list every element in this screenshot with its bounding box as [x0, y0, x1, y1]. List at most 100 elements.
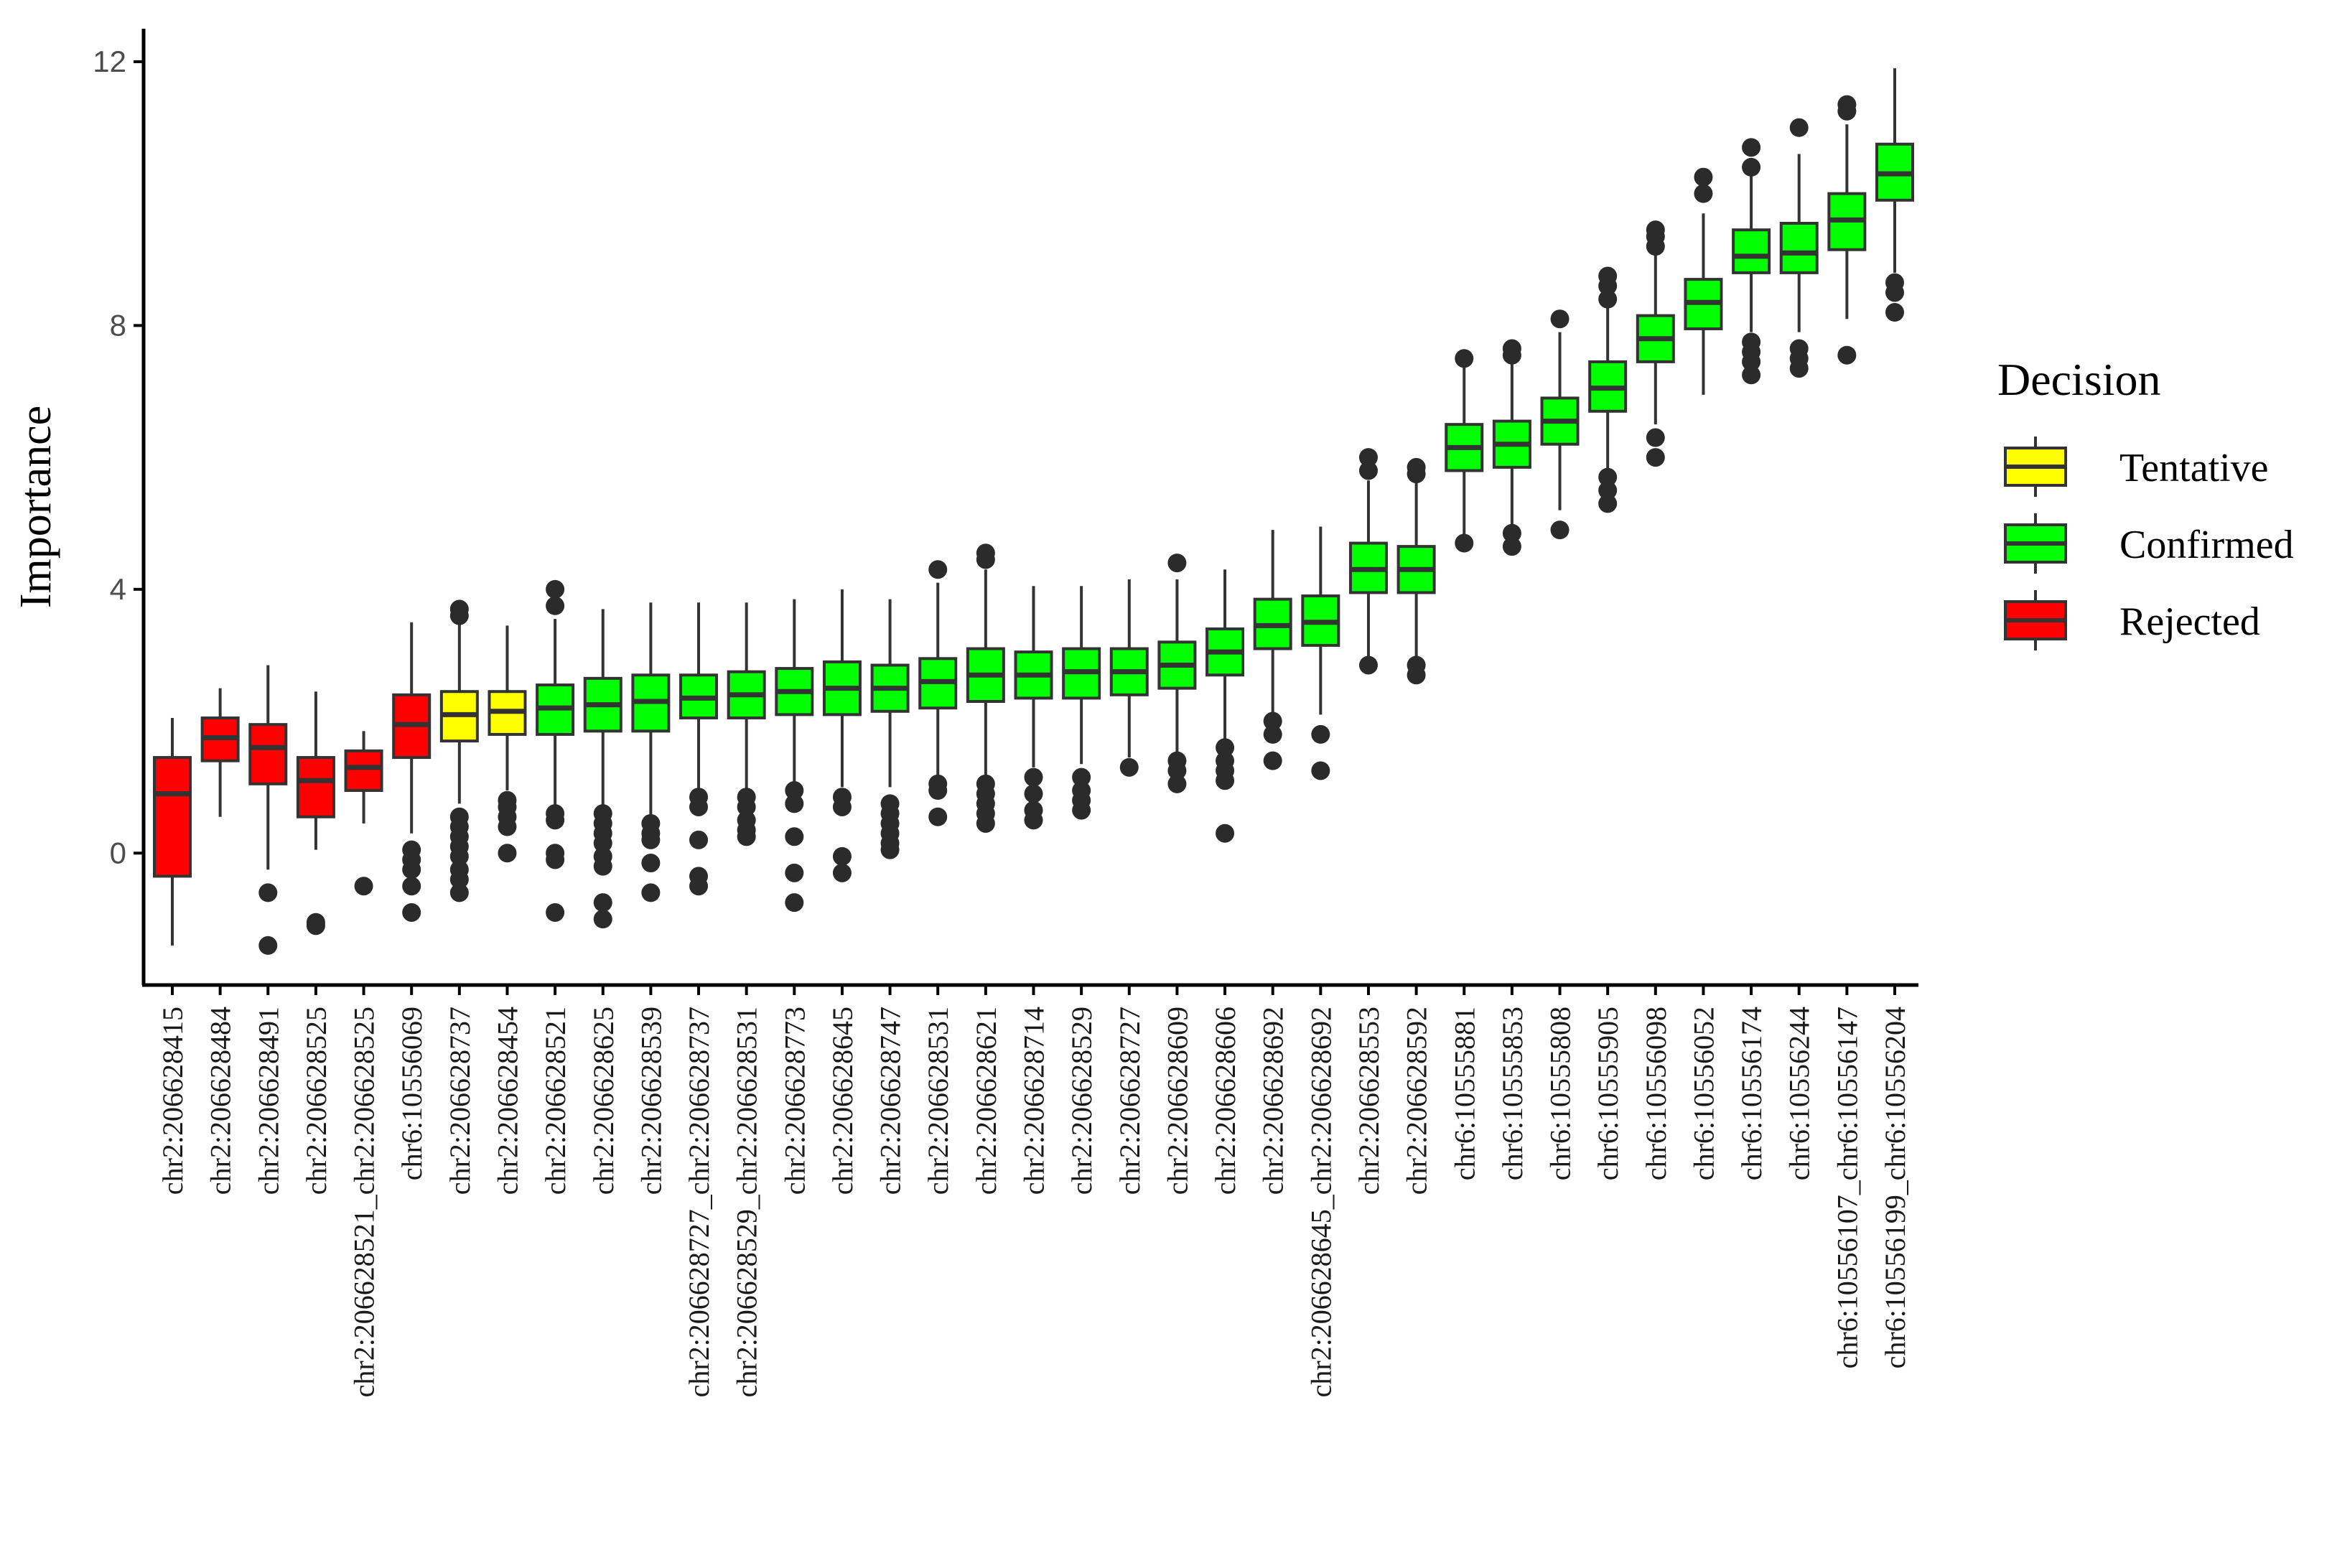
x-tick-label: chr2:206628714 — [1018, 1007, 1050, 1195]
outlier-point — [1263, 724, 1282, 744]
outlier-point — [1311, 724, 1330, 744]
outlier-point — [785, 893, 804, 913]
outlier-point — [1885, 303, 1904, 322]
legend: Decision Tentative Confirmed Rejected — [1997, 354, 2294, 650]
outlier-point — [306, 916, 325, 935]
outlier-point — [832, 863, 852, 882]
outlier-point — [1837, 101, 1857, 121]
outlier-point — [258, 883, 278, 902]
outlier-point — [402, 877, 421, 896]
outlier-point — [1263, 711, 1282, 731]
legend-item-tentative: Tentative — [2004, 437, 2269, 497]
outlier-point — [785, 794, 804, 813]
outlier-point — [449, 883, 469, 902]
box-group — [1109, 579, 1149, 777]
x-tick-label: chr6:10556052 — [1687, 1007, 1720, 1180]
x-tick-label: chr2:206628625 — [587, 1007, 620, 1195]
outlier-point — [1311, 761, 1330, 780]
outlier-point — [546, 596, 565, 615]
x-tick-label: chr2:206628539 — [635, 1007, 667, 1195]
box-group — [822, 589, 862, 882]
box-group — [1445, 349, 1484, 553]
y-tick-label: 8 — [110, 308, 126, 342]
outlier-point — [546, 850, 565, 869]
box-group — [1492, 339, 1531, 556]
box-group — [1253, 530, 1292, 770]
outlier-point — [832, 797, 852, 816]
outlier-point — [880, 840, 900, 859]
box-group — [1396, 457, 1436, 685]
outlier-point — [737, 797, 756, 816]
x-tick-label: chr6:10555808 — [1544, 1007, 1577, 1180]
box-group — [296, 691, 335, 935]
outlier-point — [449, 606, 469, 625]
outlier-point — [1550, 521, 1570, 540]
box-group — [775, 599, 814, 913]
x-tick-label: chr6:10556069 — [396, 1007, 428, 1180]
outlier-point — [1455, 349, 1474, 368]
outlier-point — [1216, 738, 1235, 757]
outlier-point — [689, 797, 709, 816]
outlier-point — [1742, 365, 1761, 385]
outlier-point — [402, 902, 421, 922]
outlier-point — [785, 781, 804, 801]
outlier-point — [1216, 823, 1235, 843]
axes-layer — [141, 29, 1918, 987]
outlier-point — [1694, 167, 1713, 187]
outlier-point — [1263, 751, 1282, 770]
box-group — [727, 602, 766, 846]
outlier-point — [928, 807, 948, 826]
outlier-point — [1502, 537, 1521, 556]
legend-label: Tentative — [2119, 446, 2269, 490]
outlier-point — [1407, 465, 1426, 484]
box-group — [679, 602, 719, 896]
outlier-point — [593, 910, 612, 929]
box-group — [918, 560, 958, 826]
outlier-point — [1167, 554, 1187, 573]
x-tick-label: chr6:10556199_chr6:10556204 — [1879, 1007, 1911, 1368]
box-group — [200, 688, 240, 817]
outlier-point — [1837, 345, 1857, 365]
box-group — [966, 543, 1005, 833]
outlier-point — [1694, 184, 1713, 203]
x-tick-label: chr6:10556244 — [1783, 1007, 1816, 1180]
box-group — [1732, 138, 1771, 385]
x-tick-label: chr6:10556098 — [1640, 1007, 1672, 1180]
x-tick-label: chr2:206628521 — [539, 1007, 572, 1195]
outlier-point — [1598, 289, 1618, 309]
box-group — [344, 731, 383, 896]
x-tick-label: chr2:206628484 — [205, 1007, 237, 1195]
outlier-point — [1167, 774, 1187, 793]
outlier-point — [976, 550, 995, 569]
box-group — [1779, 118, 1819, 378]
x-tick-label: chr2:206628531 — [922, 1007, 954, 1195]
outlier-point — [1216, 771, 1235, 790]
outlier-point — [1646, 448, 1665, 467]
outlier-point — [1358, 448, 1378, 467]
x-tick-label: chr6:10555881 — [1448, 1007, 1480, 1180]
outlier-point — [1072, 801, 1091, 820]
legend-item-confirmed: Confirmed — [2004, 513, 2294, 574]
legend-label: Confirmed — [2119, 523, 2294, 567]
box-group — [1348, 448, 1388, 675]
outlier-point — [1550, 309, 1570, 329]
outlier-point — [1358, 655, 1378, 675]
outlier-point — [1502, 523, 1521, 543]
outlier-point — [1455, 533, 1474, 553]
outlier-point — [593, 857, 612, 876]
x-tick-label: chr2:206628773 — [778, 1007, 811, 1195]
box-group — [1014, 586, 1053, 830]
outlier-point — [449, 870, 469, 890]
box — [1779, 221, 1819, 274]
box-group — [392, 622, 432, 922]
x-tick-label: chr6:10555905 — [1592, 1007, 1624, 1180]
x-tick-label: chr2:206628727 — [1114, 1007, 1146, 1195]
outlier-point — [928, 560, 948, 579]
outlier-point — [1024, 811, 1043, 830]
x-tick-label: chr2:206628606 — [1209, 1007, 1241, 1195]
x-tick-label: chr2:206628692 — [1257, 1007, 1289, 1195]
outlier-point — [1502, 345, 1521, 365]
outlier-point — [785, 863, 804, 882]
x-tick-label: chr2:206628529 — [1065, 1007, 1098, 1195]
outlier-point — [641, 854, 661, 873]
